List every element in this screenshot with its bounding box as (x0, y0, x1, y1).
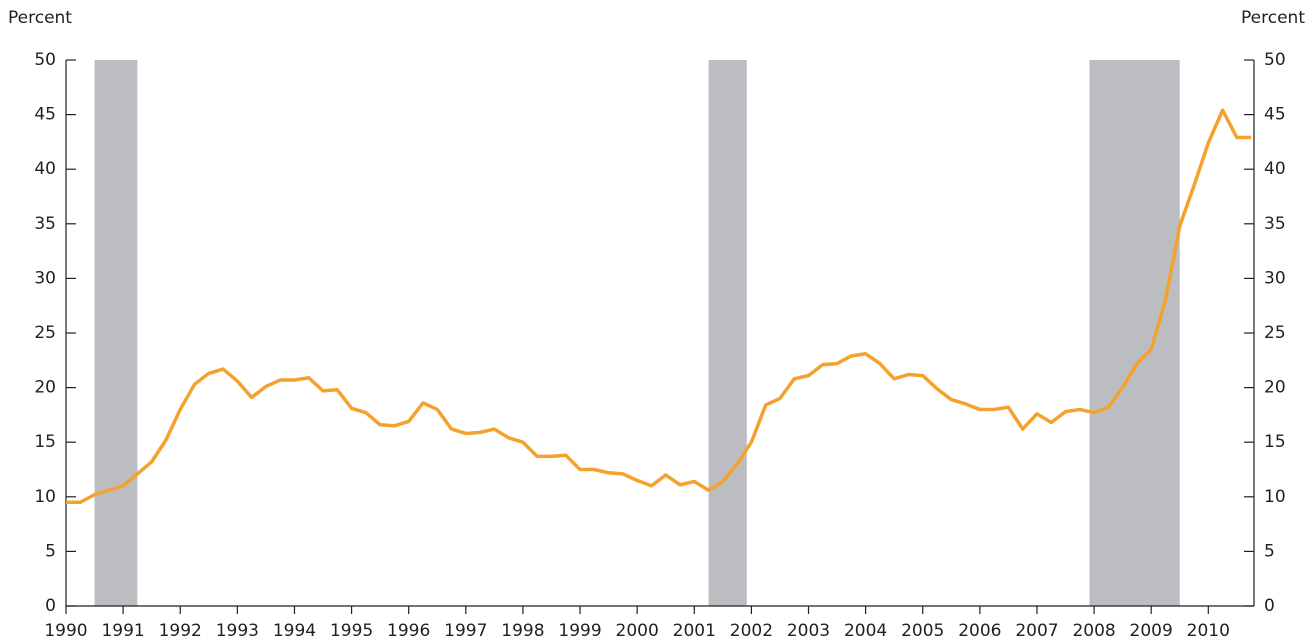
x-tick-label: 1999 (558, 621, 601, 641)
recession-band (1089, 60, 1180, 606)
x-tick-label: 2006 (958, 621, 1001, 641)
y2-tick-label: 20 (1264, 378, 1286, 398)
x-tick-label: 1996 (387, 621, 430, 641)
y2-tick-label: 40 (1264, 159, 1286, 179)
x-tick-label: 2009 (1130, 621, 1173, 641)
x-tick-label: 2005 (901, 621, 944, 641)
y-tick-label: 25 (34, 323, 56, 343)
x-tick-label: 1997 (444, 621, 487, 641)
y2-axis-label: Percent (1241, 8, 1305, 28)
x-tick-label: 2002 (730, 621, 773, 641)
y2-tick-label: 45 (1264, 105, 1286, 125)
y2-tick-label: 35 (1264, 214, 1286, 234)
y-tick-label: 35 (34, 214, 56, 234)
x-tick-label: 2008 (1072, 621, 1115, 641)
y2-tick-label: 30 (1264, 268, 1286, 288)
y2-tick-label: 0 (1264, 596, 1275, 616)
y-tick-label: 5 (45, 541, 56, 561)
data-line (66, 108, 1252, 505)
x-tick-label: 2003 (787, 621, 830, 641)
x-tick-label: 1991 (101, 621, 144, 641)
x-tick-label: 2010 (1187, 621, 1230, 641)
x-tick-label: 1992 (159, 621, 202, 641)
x-tick-label: 1993 (216, 621, 259, 641)
y-tick-label: 10 (34, 487, 56, 507)
x-tick-label: 1998 (501, 621, 544, 641)
y-tick-label: 40 (34, 159, 56, 179)
y2-tick-label: 25 (1264, 323, 1286, 343)
x-tick-label: 2007 (1015, 621, 1058, 641)
y2-tick-label: 15 (1264, 432, 1286, 452)
y-tick-label: 45 (34, 105, 56, 125)
y2-tick-label: 50 (1264, 50, 1286, 70)
recession-band (94, 60, 138, 606)
x-tick-label: 1990 (44, 621, 87, 641)
y-tick-label: 20 (34, 378, 56, 398)
y-axis-label: Percent (8, 8, 72, 28)
y2-tick-label: 5 (1264, 541, 1275, 561)
x-tick-label: 2004 (844, 621, 887, 641)
y-tick-label: 15 (34, 432, 56, 452)
x-tick-label: 1994 (273, 621, 316, 641)
x-tick-label: 2000 (616, 621, 659, 641)
x-tick-label: 1995 (330, 621, 373, 641)
x-tick-label: 2001 (673, 621, 716, 641)
y-tick-label: 50 (34, 50, 56, 70)
y-tick-label: 0 (45, 596, 56, 616)
y-tick-label: 30 (34, 268, 56, 288)
recession-band (708, 60, 747, 606)
y2-tick-label: 10 (1264, 487, 1286, 507)
